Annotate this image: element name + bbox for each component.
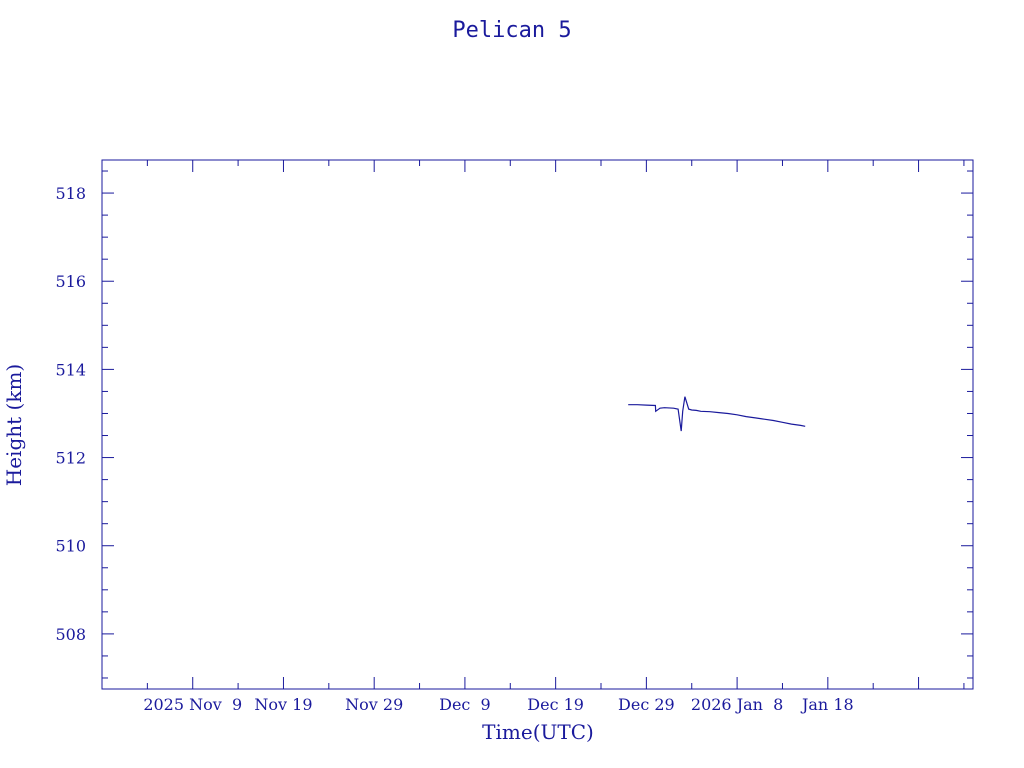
series-group xyxy=(628,396,806,432)
x-tick-label: Dec 19 xyxy=(527,695,584,714)
y-tick-label: 516 xyxy=(55,272,86,291)
y-tick-label: 514 xyxy=(55,360,86,379)
y-tick-label: 512 xyxy=(55,449,86,468)
y-tick-label: 508 xyxy=(55,625,86,644)
y-axis-label: Height (km) xyxy=(2,364,26,486)
x-tick-label: Dec 29 xyxy=(618,695,675,714)
x-tick-label: 2026 Jan 8 xyxy=(691,695,783,714)
y-tick-label: 518 xyxy=(55,184,86,203)
ticks-group: 508 510 512 514 516 518 2025 Nov 9 Nov 19 Nov 29… xyxy=(55,160,973,714)
x-tick-label: Jan 18 xyxy=(800,695,854,714)
x-tick-label: Dec 9 xyxy=(439,695,491,714)
series-line xyxy=(628,396,806,432)
plot-frame xyxy=(101,159,974,690)
y-tick-label: 510 xyxy=(55,537,86,556)
x-axis-label: Time(UTC) xyxy=(482,720,594,744)
chart-title: Pelican 5 xyxy=(452,18,571,43)
x-tick-label: Nov 29 xyxy=(345,695,403,714)
x-tick-label: 2025 Nov 9 xyxy=(143,695,242,714)
x-tick-label: Nov 19 xyxy=(254,695,312,714)
